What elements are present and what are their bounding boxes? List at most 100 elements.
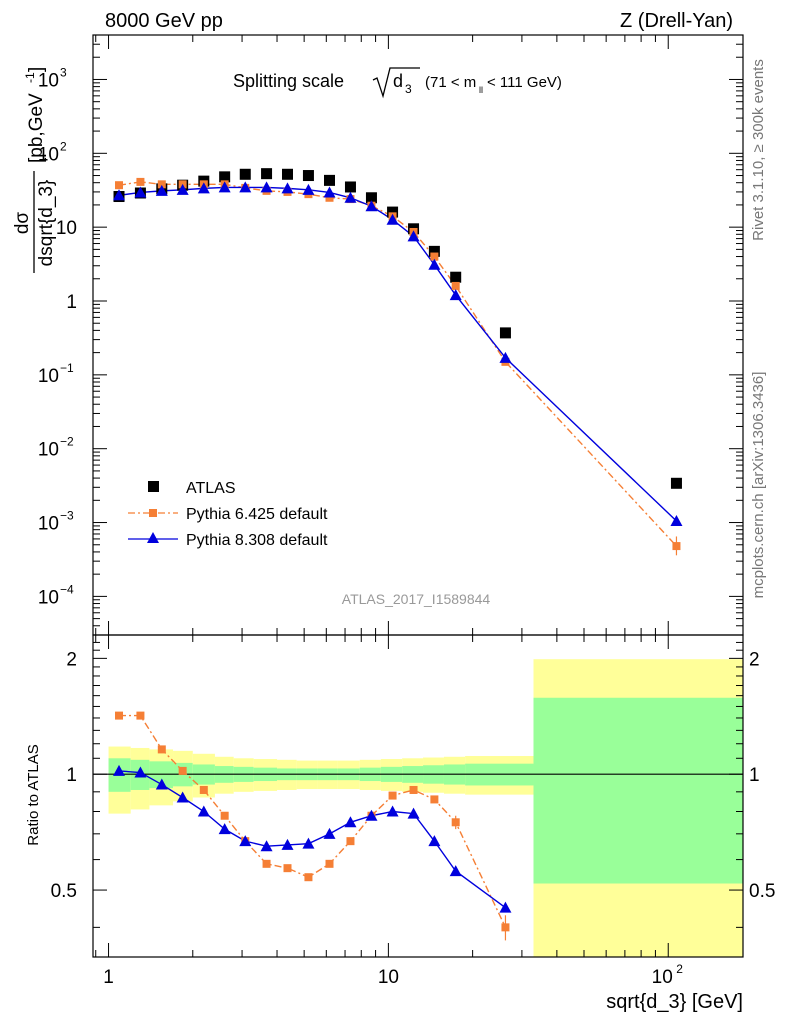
main-title: Splitting scale d 3 (71 < m ll < 111 GeV… <box>233 67 562 99</box>
main-ylabel: dσ dsqrt{d_3} [pb,GeV -1 ] <box>12 67 57 273</box>
main-title-sqrt-arg: d <box>393 71 403 91</box>
y-tick-label-exponent: −2 <box>60 435 74 449</box>
ratio-plot-frame <box>92 634 744 958</box>
ratio-point-pythia-8-308-default <box>344 816 357 828</box>
ratio-point-pythia-6-425-default <box>346 837 355 846</box>
data-point-pythia-8-308-default <box>281 182 294 194</box>
legend-entry-pythia8: Pythia 8.308 default <box>128 532 328 549</box>
ratio-point-pythia-6-425-default <box>430 795 439 804</box>
ratio-point-pythia-6-425-default <box>409 785 418 794</box>
data-point-atlas <box>670 477 682 489</box>
data-point-atlas <box>219 171 231 183</box>
header-left: 8000 GeV pp <box>105 10 223 32</box>
ratio-point-pythia-8-308-default <box>239 835 252 847</box>
series-line-pythia-8-308-default <box>118 186 677 522</box>
data-point-pythia-8-308-default <box>428 258 441 270</box>
ratio-stat-band <box>533 697 743 884</box>
y-tick-label: 10 <box>38 440 59 461</box>
ratio-point-pythia-6-425-default <box>136 711 145 720</box>
legend-label-pythia8: Pythia 8.308 default <box>186 532 328 549</box>
main-title-prefix: Splitting scale <box>233 71 344 91</box>
ratio-ylabel: Ratio to ATLAS <box>25 744 42 845</box>
data-point-pythia-8-308-default <box>670 514 683 526</box>
y-tick-label-exponent: −4 <box>60 582 74 596</box>
main-title-sqrt-icon <box>372 67 420 99</box>
ratio-point-pythia-6-425-default <box>451 818 460 827</box>
x-tick-label: 10 <box>378 967 399 988</box>
y-tick-label-exponent: −3 <box>60 509 74 523</box>
data-point-atlas <box>239 168 251 180</box>
data-point-pythia-8-308-default <box>499 351 512 363</box>
y-tick-label-exponent: −1 <box>60 361 74 375</box>
ratio-point-pythia-6-425-default <box>178 766 187 775</box>
ratio-y-tick-label: 2 <box>66 649 77 670</box>
ratio-point-pythia-8-308-default <box>260 840 273 852</box>
legend-marker-pythia8 <box>147 532 159 543</box>
data-point-pythia-8-308-default <box>407 230 420 242</box>
data-point-atlas <box>428 245 440 257</box>
data-point-atlas <box>450 271 462 283</box>
ratio-line-pythia-6-425-default <box>119 714 507 928</box>
ratio-point-pythia-8-308-default <box>197 805 210 817</box>
data-point-pythia-8-308-default <box>344 191 357 203</box>
data-point-atlas <box>365 192 377 204</box>
data-point-pythia-6-425-default <box>136 177 145 186</box>
side-text-rivet: Rivet 3.1.10, ≥ 300k events <box>750 59 767 241</box>
data-point-pythia-8-308-default <box>176 183 189 195</box>
x-tick-label: 10 <box>652 967 673 988</box>
ratio-point-pythia-6-425-default <box>115 711 124 720</box>
legend-marker-pythia6 <box>149 509 157 517</box>
ylabel-numerator: dσ <box>12 212 33 235</box>
y-tick-label: 1 <box>66 292 77 313</box>
y-tick-label: 10 <box>56 218 77 239</box>
y-tick-label-exponent: 2 <box>60 139 67 153</box>
legend-label-pythia6: Pythia 6.425 default <box>186 506 328 523</box>
ylabel-denominator: dsqrt{d_3} <box>36 180 57 267</box>
ratio-y-tick-label: 1 <box>66 765 77 786</box>
data-point-pythia-8-308-default <box>365 200 378 212</box>
main-title-sqrt-sub: 3 <box>405 82 412 96</box>
data-point-pythia-6-425-default <box>430 252 439 261</box>
data-point-pythia-6-425-default <box>157 180 166 189</box>
data-point-atlas <box>344 181 356 193</box>
legend-entry-pythia6: Pythia 6.425 default <box>128 506 328 523</box>
x-tick-label-exponent: 2 <box>676 962 683 976</box>
ratio-point-pythia-8-308-default <box>302 837 315 849</box>
ratio-point-pythia-8-308-default <box>386 805 399 817</box>
ylabel-unit-post: ] <box>26 67 47 72</box>
legend-marker-atlas <box>148 481 159 492</box>
ratio-point-pythia-8-308-default <box>449 865 462 877</box>
ratio-y-tick-label-right: 2 <box>749 649 760 670</box>
ratio-point-pythia-6-425-default <box>501 923 510 932</box>
ratio-point-pythia-8-308-default <box>281 838 294 850</box>
data-point-pythia-8-308-default <box>302 183 315 195</box>
y-tick-label: 10 <box>38 587 59 608</box>
y-tick-label-exponent: 3 <box>60 65 67 79</box>
ratio-point-pythia-6-425-default <box>262 859 271 868</box>
data-point-pythia-8-308-default <box>134 186 147 198</box>
ratio-y-tick-label-right: 1 <box>749 765 760 786</box>
ratio-y-tick-label: 0.5 <box>51 881 77 902</box>
y-tick-label: 10 <box>38 144 59 165</box>
ratio-point-pythia-8-308-default <box>155 778 168 790</box>
data-point-atlas <box>387 206 399 218</box>
ratio-point-pythia-8-308-default <box>218 823 231 835</box>
data-point-pythia-8-308-default <box>449 289 462 301</box>
ratio-point-pythia-8-308-default <box>499 901 512 913</box>
ratio-point-pythia-8-308-default <box>323 827 336 839</box>
data-point-pythia-8-308-default <box>197 182 210 194</box>
data-point-atlas <box>323 174 335 186</box>
data-point-pythia-6-425-default <box>325 193 334 202</box>
ratio-point-pythia-6-425-default <box>388 791 397 800</box>
main-title-range-post: < 111 GeV) <box>487 74 562 91</box>
main-title-range-pre: (71 < m <box>425 74 476 91</box>
legend-label-atlas: ATLAS <box>186 480 236 497</box>
legend-entry-atlas: ATLAS <box>148 480 236 497</box>
data-point-pythia-8-308-default <box>386 213 399 225</box>
ratio-point-pythia-8-308-default <box>365 809 378 821</box>
ratio-point-pythia-8-308-default <box>428 835 441 847</box>
data-point-pythia-8-308-default <box>155 184 168 196</box>
ratio-point-pythia-6-425-default <box>220 811 229 820</box>
data-point-pythia-8-308-default <box>239 181 252 193</box>
data-point-atlas <box>499 327 511 339</box>
